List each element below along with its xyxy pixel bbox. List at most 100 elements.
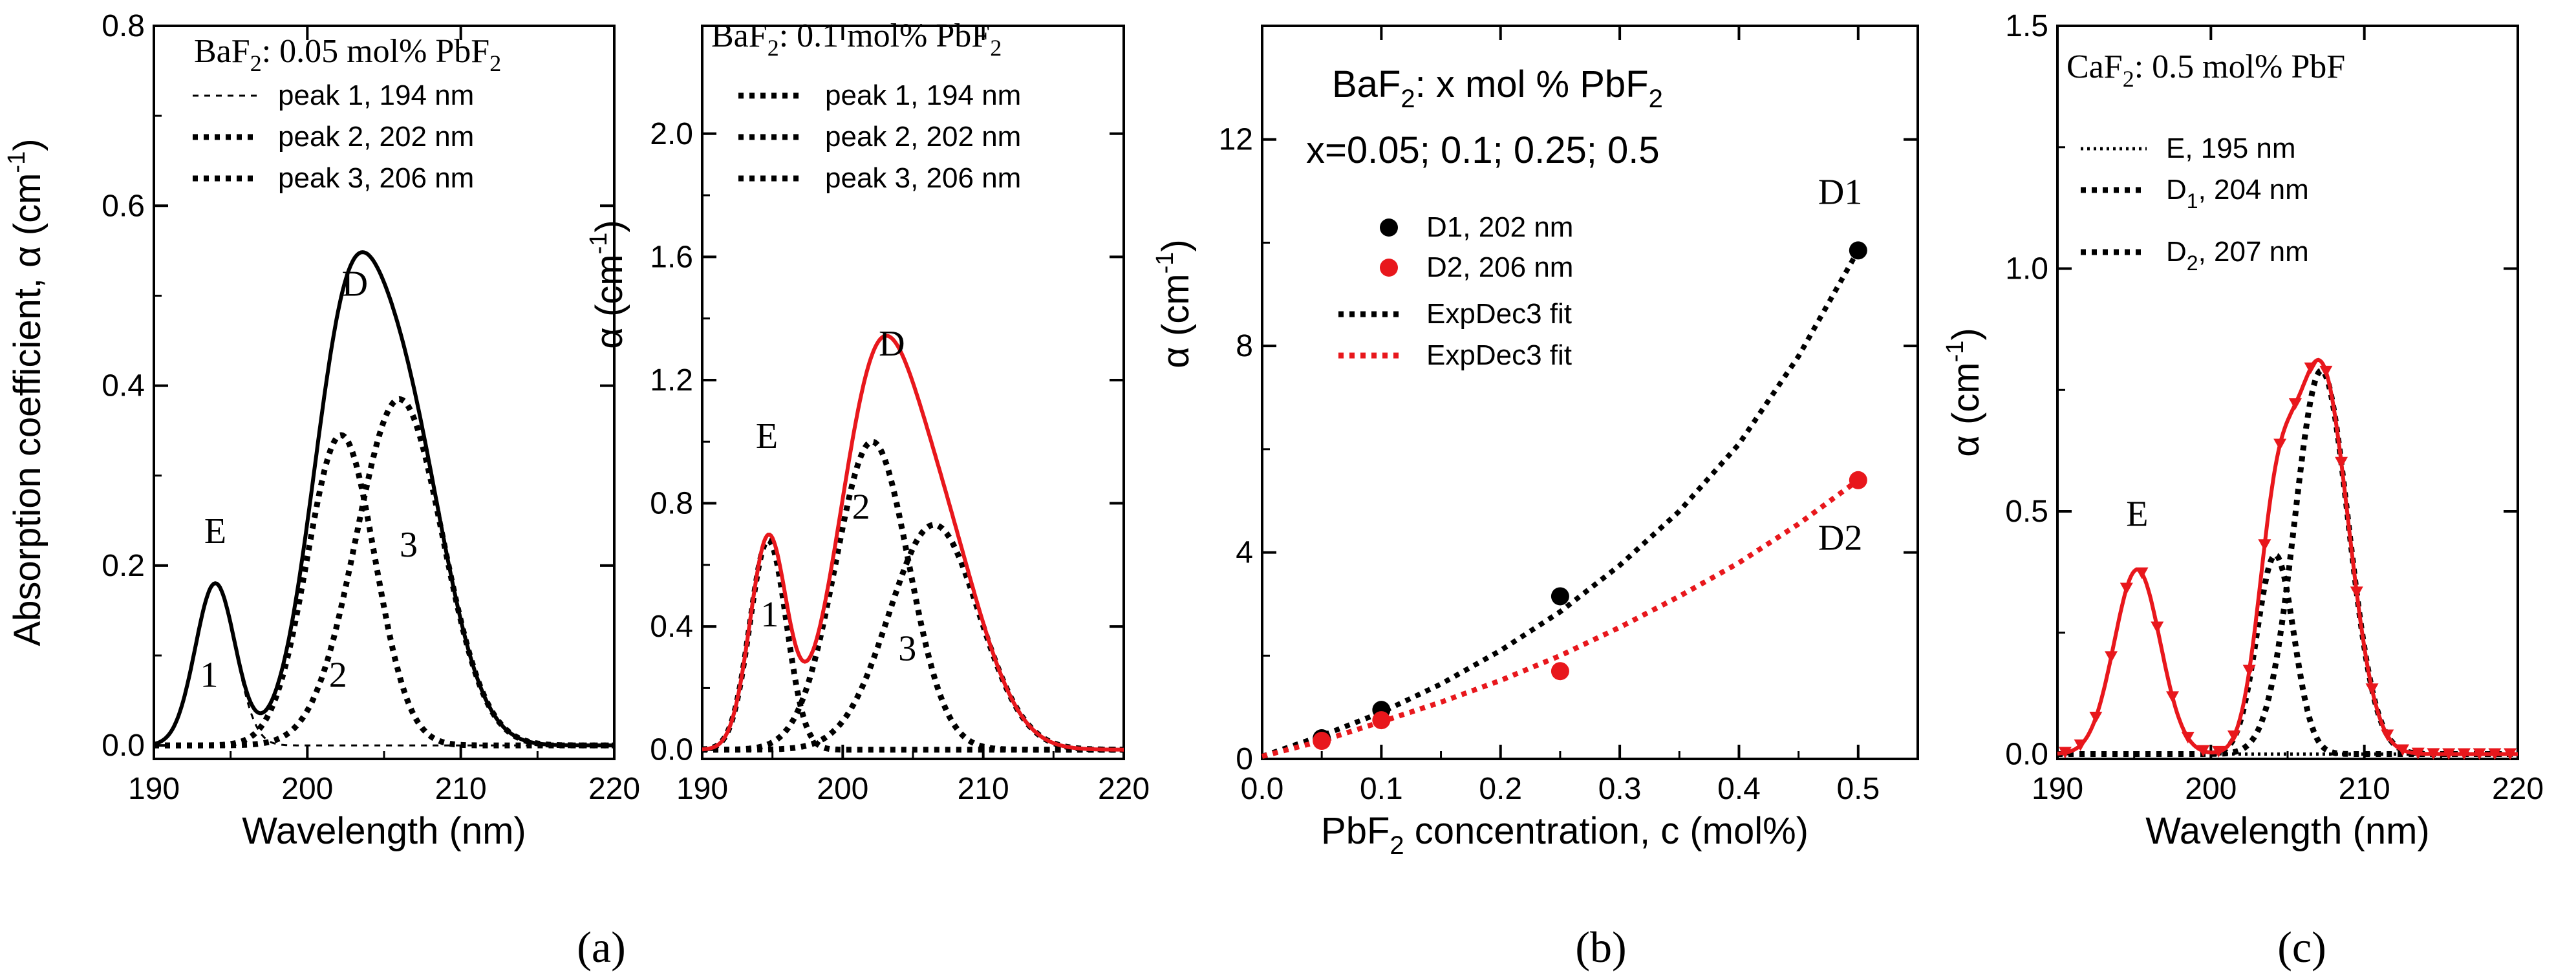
a2-ylabel: α (cm-1) [585, 220, 630, 348]
a2-legend-label-1: peak 1, 194 nm [825, 80, 1021, 111]
b-legend-marker-2 [1380, 259, 1398, 277]
c-legend-label-2: D1, 204 nm [2166, 174, 2309, 213]
c-sum-marker [2196, 745, 2210, 757]
b-ylabel: α (cm-1) [1152, 239, 1197, 368]
a2-ytick-label-4: 1.6 [650, 240, 693, 274]
a1-ticks: 190 200 210 220 0.0 0.2 0.4 0.6 0.8 [102, 9, 640, 806]
b-xtick-label-2: 0.2 [1479, 772, 1522, 806]
b-xtick-label-5: 0.5 [1836, 772, 1880, 806]
b-ticks: 0.0 0.1 0.2 0.3 0.4 0.5 0 4 8 12 [1219, 26, 1918, 806]
b-curves [1261, 241, 1867, 759]
a1-ytick-label-1: 0.2 [102, 549, 145, 583]
a2-ytick-label-5: 2.0 [650, 117, 693, 151]
b-series2-point-0 [1313, 732, 1331, 751]
c-sum-marker [2350, 586, 2363, 599]
c-sum-marker [2258, 539, 2271, 551]
b-ytick-label-1: 4 [1236, 536, 1253, 570]
c-sum-marker [2227, 730, 2240, 743]
c-sum-curve [2057, 357, 2518, 756]
c-ytick-label-2: 1.0 [2005, 251, 2048, 286]
b-fit-curve-2 [1261, 478, 1860, 759]
panel-label-a: (a) [577, 922, 625, 972]
b-series1-point-3 [1849, 241, 1867, 260]
a1-ytick-label-2: 0.4 [102, 369, 145, 403]
c-annotation-0: E [2126, 495, 2148, 535]
b-annotation-0: D1 [1818, 173, 1862, 213]
a2-ytick-label-0: 0.0 [650, 733, 693, 767]
a2-xtick-label-0: 190 [676, 772, 728, 806]
c-sum-marker [2473, 748, 2486, 760]
a1-annotation-3: 3 [400, 525, 418, 565]
c-sum-marker [2381, 729, 2394, 741]
a1-xtick-label-2: 210 [435, 772, 487, 806]
b-ytick-label-3: 12 [1219, 123, 1253, 157]
a1-legend-label-2: peak 2, 202 nm [278, 121, 474, 153]
b-series1-point-2 [1551, 587, 1569, 606]
a2-legend-label-3: peak 3, 206 nm [825, 162, 1021, 194]
c-ytick-label-1: 0.5 [2005, 495, 2048, 529]
c-xtick-label-0: 190 [2032, 772, 2083, 806]
b-legend-label-3: ExpDec3 fit [1426, 298, 1572, 330]
b-annotations: D1 D2 [1818, 173, 1862, 559]
c-sum-marker [2058, 747, 2072, 759]
c-sum-marker [2288, 398, 2302, 410]
c-sum-marker [2411, 747, 2425, 760]
c-xlabel: Wavelength (nm) [2145, 810, 2429, 852]
a1-xtick-label-1: 200 [281, 772, 333, 806]
a2-title: BaF2: 0.1 mol% PbF2 [711, 17, 1002, 61]
a2-xtick-label-1: 200 [817, 772, 868, 806]
a1-xtick-label-3: 220 [588, 772, 640, 806]
c-sum-marker [2427, 748, 2440, 760]
c-sum-marker [2135, 567, 2149, 579]
a2-annotations: E 1 2 3 D [756, 324, 916, 669]
c-sum-marker [2365, 683, 2379, 696]
c-sum-marker [2442, 748, 2456, 760]
a2-peak-curve-3 [702, 522, 1124, 753]
a2-legend-label-2: peak 2, 202 nm [825, 121, 1021, 153]
c-sum-marker [2304, 362, 2317, 374]
b-ytick-label-2: 8 [1236, 329, 1253, 363]
c-sum-marker [2504, 748, 2517, 760]
c-xtick-label-1: 200 [2185, 772, 2237, 806]
a2-annotation-3: 3 [898, 629, 916, 669]
c-legend-label-1: E, 195 nm [2166, 133, 2296, 164]
panel-b: 0.0 0.1 0.2 0.3 0.4 0.5 0 4 8 12 α (cm-1) PbF2 co… [1152, 25, 1919, 860]
b-legend: D1, 202 nm D2, 206 nm ExpDec3 fit ExpDec… [1338, 211, 1573, 371]
c-annotations: E [2126, 495, 2148, 535]
a2-annotation-1: 1 [760, 595, 778, 635]
c-title: CaF2: 0.5 mol% PbF [2066, 48, 2345, 92]
c-ylabel: α (cm-1) [1942, 328, 1987, 456]
panel-c: 190 200 210 220 0.0 0.5 1.0 1.5 α (cm-1) Wavele… [1942, 9, 2544, 852]
panel-label-c: (c) [2277, 922, 2326, 972]
a1-ytick-label-0: 0.0 [102, 729, 145, 763]
a2-curves [702, 334, 1124, 753]
a1-annotation-0: E [204, 511, 226, 551]
b-legend-label-4: ExpDec3 fit [1426, 339, 1572, 371]
a1-annotations: E 1 2 3 D [200, 264, 418, 695]
c-sum-marker [2396, 744, 2409, 756]
a2-legend: peak 1, 194 nm peak 2, 202 nm peak 3, 20… [738, 80, 1021, 194]
a1-legend: peak 1, 194 nm peak 2, 202 nm peak 3, 20… [193, 80, 474, 194]
c-legend-label-3: D2, 207 nm [2166, 236, 2309, 275]
c-sum-marker [2181, 732, 2195, 744]
a1-xlabel: Wavelength (nm) [242, 810, 526, 852]
c-sum-marker [2319, 365, 2333, 378]
c-peak-curve-3 [2057, 367, 2518, 757]
a2-annotation-4: D [879, 324, 905, 364]
c-xtick-label-3: 220 [2492, 772, 2544, 806]
c-sum-marker [2488, 748, 2502, 760]
c-sum-marker [2335, 456, 2348, 469]
a2-annotation-0: E [756, 416, 778, 456]
a1-title: BaF2: 0.05 mol% PbF2 [194, 33, 501, 76]
a1-ylabel: Absorption coefficient, α (cm-1) [3, 138, 48, 646]
c-sum-marker [2120, 582, 2133, 595]
b-series2-point-2 [1551, 662, 1569, 681]
c-curves [2057, 357, 2518, 760]
a2-annotation-2: 2 [852, 487, 870, 527]
a2-ytick-label-2: 0.8 [650, 487, 693, 521]
c-sum-marker [2089, 712, 2103, 724]
c-legend: E, 195 nm D1, 204 nm D2, 207 nm [2081, 133, 2309, 275]
a1-peak-curve-1 [153, 582, 614, 747]
